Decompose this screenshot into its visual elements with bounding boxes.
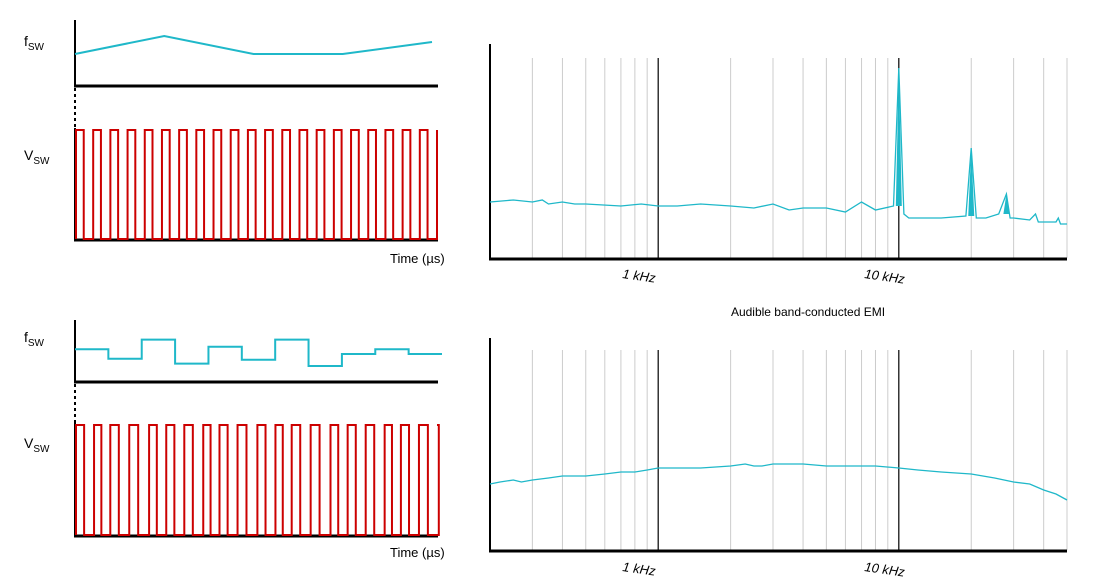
spectrum-peaks-top	[895, 68, 1010, 216]
fsw-label-top: fSW	[24, 33, 45, 53]
vsw-label-top: VSW	[24, 147, 50, 167]
spectral-spike	[968, 148, 975, 216]
spectrum-title: Audible band-conducted EMI	[731, 305, 885, 319]
time-axis-label-bottom: Time (µs)	[390, 545, 445, 560]
vsw-label-main-top: V	[24, 147, 34, 163]
fsw-label-sub-bottom: SW	[28, 338, 45, 349]
waveform-panel-top: fSW VSW Time (µs)	[24, 20, 445, 266]
vsw-label-bottom: VSW	[24, 435, 50, 455]
waveform-panel-bottom: fSW VSW Time (µs)	[24, 320, 445, 560]
x-tick-label-10khz-bottom: 10 kHz	[864, 559, 907, 580]
vsw-trace-bottom	[75, 424, 440, 536]
vsw-label-sub-bottom: SW	[33, 444, 50, 455]
spectrum-trace-top	[489, 67, 1067, 225]
spectral-spike	[1003, 194, 1010, 214]
vsw-trace-top	[75, 129, 438, 240]
fsw-trace-top	[74, 34, 433, 55]
x-tick-label-1khz-bottom: 1 kHz	[622, 559, 657, 579]
fsw-label-bottom: fSW	[24, 329, 45, 349]
spectrum-grid-bottom	[489, 350, 1068, 550]
spectrum-chart-bottom: 1 kHz 10 kHz	[489, 338, 1068, 580]
x-tick-label-10khz-top: 10 kHz	[864, 266, 907, 287]
fsw-label-main-bottom: f	[24, 329, 28, 345]
fsw-label-main-top: f	[24, 33, 28, 49]
x-tick-label-1khz-top: 1 kHz	[622, 266, 657, 286]
vsw-label-sub-top: SW	[33, 156, 50, 167]
vsw-label-main-bottom: V	[24, 435, 34, 451]
fsw-label-sub-top: SW	[28, 42, 45, 53]
spectrum-grid-top	[489, 58, 1068, 258]
spectral-spike	[895, 68, 902, 206]
time-axis-label-top: Time (µs)	[390, 251, 445, 266]
spectrum-trace-bottom	[489, 463, 1068, 501]
fsw-trace-bottom	[75, 338, 442, 367]
spectrum-chart-top: 1 kHz 10 kHz Audible band-conducted EMI	[489, 44, 1068, 319]
